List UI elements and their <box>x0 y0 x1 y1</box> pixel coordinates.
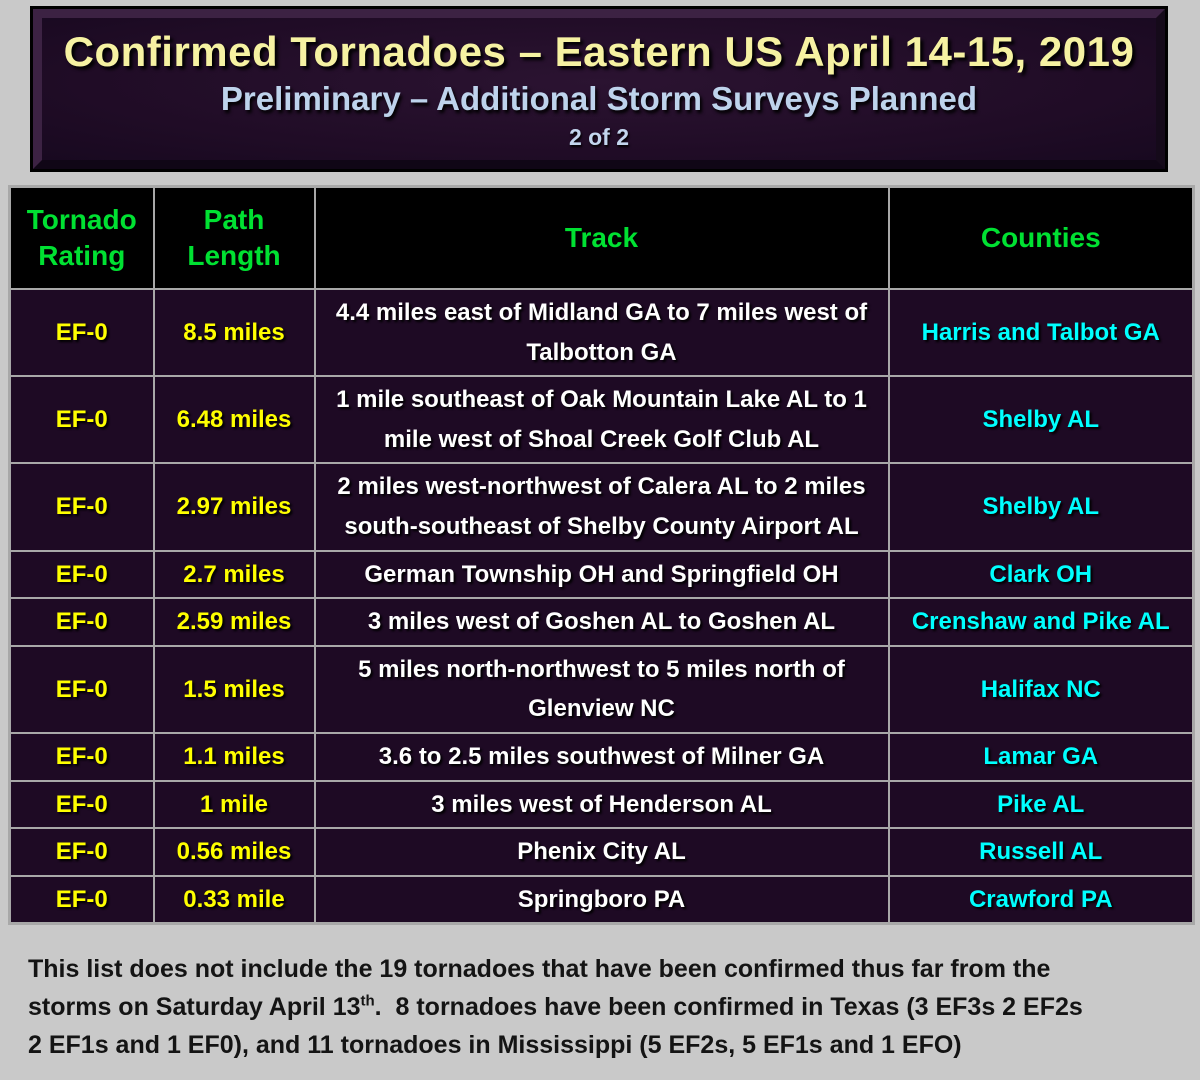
column-header-path-length: Path Length <box>152 185 316 290</box>
cell-path-length: 1.1 miles <box>152 731 316 782</box>
cell-tornado-rating: EF-0 <box>8 287 155 378</box>
page-indicator: 2 of 2 <box>568 123 630 150</box>
table-row: EF-0 1 mile 3 miles west of Henderson AL… <box>8 779 1195 830</box>
cell-tornado-rating: EF-0 <box>8 731 155 782</box>
cell-track: 3.6 to 2.5 miles southwest of Milner GA <box>313 731 890 782</box>
cell-counties: Halifax NC <box>887 644 1195 734</box>
cell-counties: Shelby AL <box>887 462 1195 552</box>
footer-line-2-pre: storms on Saturday April 13 <box>28 993 361 1021</box>
cell-track: 3 miles west of Goshen AL to Goshen AL <box>313 597 890 647</box>
cell-tornado-rating: EF-0 <box>8 779 155 830</box>
table-body: EF-0 8.5 miles 4.4 miles east of Midland… <box>8 287 1195 925</box>
footer-line-1: This list does not include the 19 tornad… <box>28 950 1188 988</box>
cell-tornado-rating: EF-0 <box>8 597 155 647</box>
footer-line-3-text: 2 EF1s and 1 EF0), and 11 tornadoes in M… <box>28 1031 962 1059</box>
cell-track: 1 mile southeast of Oak Mountain Lake AL… <box>313 375 890 465</box>
table-row: EF-0 1.5 miles 5 miles north-northwest t… <box>8 644 1195 734</box>
cell-counties: Crenshaw and Pike AL <box>887 597 1195 647</box>
table-row: EF-0 0.33 mile Springboro PA Crawford PA <box>8 874 1195 925</box>
cell-tornado-rating: EF-0 <box>8 827 155 877</box>
cell-counties: Pike AL <box>887 779 1195 830</box>
cell-path-length: 0.56 miles <box>152 827 316 877</box>
tornado-table: Tornado Rating Path Length Track Countie… <box>8 185 1195 926</box>
cell-path-length: 1 mile <box>152 779 316 830</box>
cell-track: 3 miles west of Henderson AL <box>313 779 890 830</box>
cell-tornado-rating: EF-0 <box>8 644 155 734</box>
footer-line-2-post: . 8 tornadoes have been confirmed in Tex… <box>374 993 1083 1021</box>
table-row: EF-0 2.97 miles 2 miles west-northwest o… <box>8 462 1195 552</box>
cell-counties: Lamar GA <box>887 731 1195 782</box>
column-header-track: Track <box>313 185 890 290</box>
footer-line-2: storms on Saturday April 13th. 8 tornado… <box>28 988 1188 1026</box>
cell-path-length: 0.33 mile <box>152 874 316 925</box>
cell-counties: Clark OH <box>887 549 1195 600</box>
cell-tornado-rating: EF-0 <box>8 462 155 552</box>
footer-line-2-superscript: th <box>360 992 375 1010</box>
cell-track: 5 miles north-northwest to 5 miles north… <box>313 644 890 734</box>
cell-tornado-rating: EF-0 <box>8 549 155 600</box>
cell-path-length: 8.5 miles <box>152 287 316 378</box>
table-row: EF-0 6.48 miles 1 mile southeast of Oak … <box>8 375 1195 465</box>
table-row: EF-0 1.1 miles 3.6 to 2.5 miles southwes… <box>8 731 1195 782</box>
cell-track: German Township OH and Springfield OH <box>313 549 890 600</box>
table-row: EF-0 2.59 miles 3 miles west of Goshen A… <box>8 597 1195 647</box>
cell-track: 4.4 miles east of Midland GA to 7 miles … <box>313 287 890 378</box>
table-header-row: Tornado Rating Path Length Track Countie… <box>8 185 1195 290</box>
header-banner: Confirmed Tornadoes – Eastern US April 1… <box>30 6 1168 172</box>
cell-counties: Shelby AL <box>887 375 1195 465</box>
cell-path-length: 2.97 miles <box>152 462 316 552</box>
page-title: Confirmed Tornadoes – Eastern US April 1… <box>63 27 1135 75</box>
table-row: EF-0 2.7 miles German Township OH and Sp… <box>8 549 1195 600</box>
cell-counties: Crawford PA <box>887 874 1195 925</box>
footer-line-3: 2 EF1s and 1 EF0), and 11 tornadoes in M… <box>28 1026 1188 1064</box>
column-header-tornado-rating: Tornado Rating <box>8 185 155 290</box>
cell-path-length: 2.59 miles <box>152 597 316 647</box>
cell-tornado-rating: EF-0 <box>8 375 155 465</box>
table-row: EF-0 0.56 miles Phenix City AL Russell A… <box>8 827 1195 877</box>
page-subtitle: Preliminary – Additional Storm Surveys P… <box>220 79 978 117</box>
cell-track: Springboro PA <box>313 874 890 925</box>
cell-track: 2 miles west-northwest of Calera AL to 2… <box>313 462 890 552</box>
footer-line-1-text: This list does not include the 19 tornad… <box>28 955 1051 983</box>
table-header: Tornado Rating Path Length Track Countie… <box>8 185 1195 290</box>
cell-path-length: 1.5 miles <box>152 644 316 734</box>
cell-path-length: 6.48 miles <box>152 375 316 465</box>
header-banner-inner: Confirmed Tornadoes – Eastern US April 1… <box>33 9 1165 169</box>
column-header-counties: Counties <box>887 185 1195 290</box>
table-row: EF-0 8.5 miles 4.4 miles east of Midland… <box>8 287 1195 378</box>
footer-note: This list does not include the 19 tornad… <box>28 950 1188 1064</box>
cell-track: Phenix City AL <box>313 827 890 877</box>
cell-tornado-rating: EF-0 <box>8 874 155 925</box>
cell-counties: Russell AL <box>887 827 1195 877</box>
cell-counties: Harris and Talbot GA <box>887 287 1195 378</box>
cell-path-length: 2.7 miles <box>152 549 316 600</box>
